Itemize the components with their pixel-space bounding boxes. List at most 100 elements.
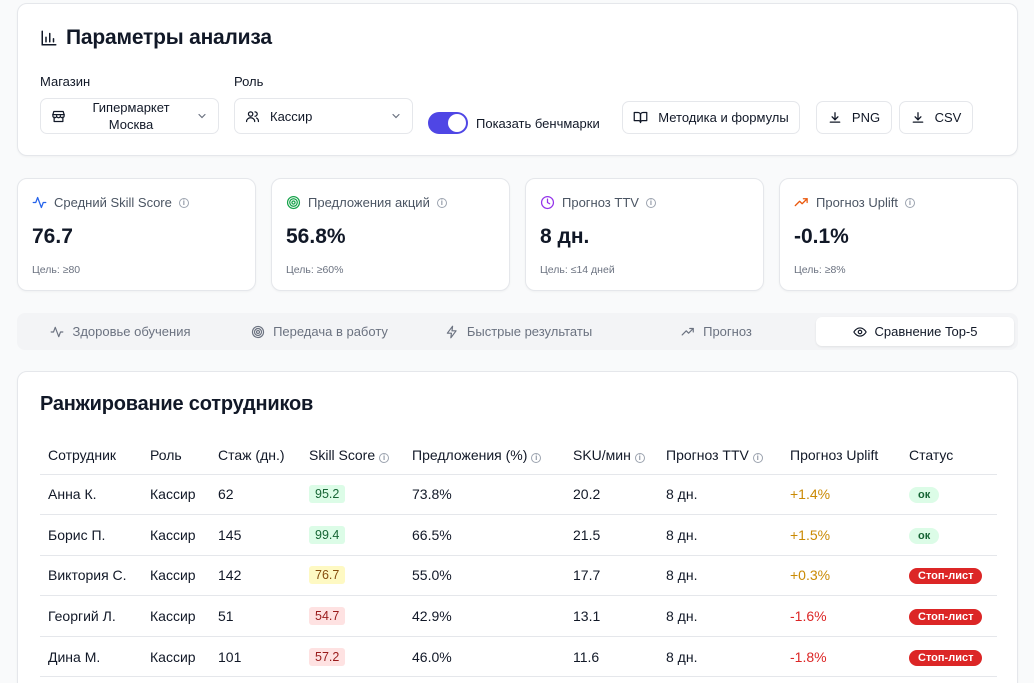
tab-label: Прогноз bbox=[703, 324, 752, 339]
kpi-card-uplift-forecast: Прогноз Uplift i -0.1% Цель: ≥8% bbox=[779, 178, 1018, 291]
ttv-forecast-cell: 8 дн. bbox=[658, 514, 782, 556]
params-title: Параметры анализа bbox=[66, 26, 272, 49]
status-cell: Стоп-лист bbox=[901, 636, 997, 678]
role-cell: Кассир bbox=[142, 514, 210, 556]
ranking-title: Ранжирование сотрудников bbox=[40, 393, 314, 415]
csv-export-button[interactable]: CSV bbox=[899, 101, 973, 134]
kpi-label: Средний Skill Score bbox=[54, 195, 172, 210]
table-row[interactable]: Анна К. Кассир 62 95.2 73.8% 20.2 8 дн. +1.4% ок bbox=[40, 474, 997, 516]
skill-score-cell: 99.4 bbox=[301, 514, 404, 556]
status-badge: Стоп-лист bbox=[909, 568, 983, 585]
status-cell: ок bbox=[901, 474, 997, 516]
column-header[interactable]: Skill Score i bbox=[301, 436, 404, 475]
tab-handover[interactable]: Передача в работу bbox=[220, 317, 419, 346]
tenure-cell: 62 bbox=[210, 474, 301, 516]
employee-name-cell: Виктория С. bbox=[40, 555, 142, 597]
column-header[interactable]: Сотрудник bbox=[40, 436, 142, 475]
column-header[interactable]: Прогноз TTV i bbox=[658, 436, 782, 475]
zap-icon bbox=[445, 325, 459, 339]
info-icon[interactable]: i bbox=[531, 452, 542, 463]
png-button-label: PNG bbox=[851, 110, 881, 125]
role-select[interactable]: Кассир bbox=[234, 98, 413, 134]
tab-label: Быстрые результаты bbox=[466, 324, 593, 339]
store-label: Магазин bbox=[40, 74, 91, 89]
ttv-forecast-cell: 8 дн. bbox=[658, 474, 782, 516]
kpi-target: Цель: ≥8% bbox=[794, 264, 846, 276]
role-cell: Кассир bbox=[142, 474, 210, 516]
sku-per-min-cell: 20.2 bbox=[565, 474, 658, 516]
column-header[interactable]: Предложения (%) i bbox=[404, 436, 565, 475]
status-cell: Стоп-лист bbox=[901, 555, 997, 597]
skill-score-chip: 99.4 bbox=[309, 525, 346, 544]
download-icon bbox=[828, 111, 842, 125]
skill-score-chip: 57.2 bbox=[309, 647, 346, 666]
uplift-forecast-cell: -1.8% bbox=[782, 636, 901, 678]
tab-forecast[interactable]: Прогноз bbox=[618, 317, 815, 346]
ttv-forecast-cell: 8 дн. bbox=[658, 555, 782, 597]
status-cell: Стоп-лист bbox=[901, 595, 997, 637]
ranking-table: Сотрудник Роль Стаж (дн.) Skill Score i … bbox=[40, 436, 997, 678]
users-icon bbox=[245, 109, 260, 124]
table-row[interactable]: Виктория С. Кассир 142 76.7 55.0% 17.7 8 дн. +0… bbox=[40, 555, 997, 597]
column-header[interactable]: SKU/мин i bbox=[565, 436, 658, 475]
status-cell: ок bbox=[901, 514, 997, 556]
table-row[interactable]: Георгий Л. Кассир 51 54.7 42.9% 13.1 8 дн. -1.6… bbox=[40, 595, 997, 637]
methodology-button[interactable]: Методика и формулы bbox=[622, 101, 800, 134]
info-icon[interactable]: i bbox=[436, 197, 447, 208]
column-header[interactable]: Роль bbox=[142, 436, 210, 475]
status-badge: Стоп-лист bbox=[909, 609, 983, 626]
info-icon[interactable]: i bbox=[752, 452, 763, 463]
info-icon[interactable]: i bbox=[178, 197, 189, 208]
tenure-cell: 51 bbox=[210, 595, 301, 637]
role-cell: Кассир bbox=[142, 636, 210, 678]
book-open-icon bbox=[633, 110, 648, 125]
employee-ranking-card: Ранжирование сотрудников Сотрудник Роль … bbox=[17, 371, 1018, 683]
info-icon[interactable]: i bbox=[905, 197, 915, 208]
role-select-value: Кассир bbox=[270, 108, 313, 124]
sku-per-min-cell: 13.1 bbox=[565, 595, 658, 637]
tab-label: Передача в работу bbox=[273, 324, 388, 339]
params-header: Параметры анализа bbox=[40, 26, 272, 50]
column-header[interactable]: Стаж (дн.) bbox=[210, 436, 301, 475]
info-icon[interactable]: i bbox=[645, 197, 656, 208]
employee-name-cell: Борис П. bbox=[40, 514, 142, 556]
tab-quick-results[interactable]: Быстрые результаты bbox=[419, 317, 618, 346]
offers-cell: 73.8% bbox=[404, 474, 565, 516]
info-icon[interactable]: i bbox=[634, 452, 645, 463]
tenure-cell: 145 bbox=[210, 514, 301, 556]
trending-up-icon bbox=[681, 325, 695, 339]
png-export-button[interactable]: PNG bbox=[816, 101, 892, 134]
benchmarks-toggle-group: Показать бенчмарки bbox=[428, 112, 600, 134]
kpi-card-promo-offers: Предложения акций i 56.8% Цель: ≥60% bbox=[271, 178, 510, 291]
skill-score-cell: 57.2 bbox=[301, 636, 404, 678]
target-icon bbox=[251, 325, 265, 339]
store-select[interactable]: Гипермаркет Москва bbox=[40, 98, 219, 134]
skill-score-chip: 76.7 bbox=[309, 566, 346, 585]
bar-chart-icon bbox=[40, 29, 58, 47]
employee-name-cell: Анна К. bbox=[40, 474, 142, 516]
skill-score-chip: 95.2 bbox=[309, 485, 346, 504]
skill-score-cell: 54.7 bbox=[301, 595, 404, 637]
tab-top5-comparison[interactable]: Сравнение Top-5 bbox=[816, 317, 1014, 346]
tab-learning-health[interactable]: Здоровье обучения bbox=[21, 317, 220, 346]
kpi-value: 8 дн. bbox=[540, 225, 590, 248]
column-header[interactable]: Статус bbox=[901, 436, 997, 475]
store-icon bbox=[51, 109, 66, 124]
csv-button-label: CSV bbox=[934, 110, 962, 125]
kpi-value: 76.7 bbox=[32, 225, 73, 248]
activity-icon bbox=[32, 195, 47, 210]
column-header[interactable]: Прогноз Uplift bbox=[782, 436, 901, 475]
role-cell: Кассир bbox=[142, 595, 210, 637]
kpi-target: Цель: ≤14 дней bbox=[540, 264, 615, 276]
methodology-button-label: Методика и формулы bbox=[658, 110, 789, 125]
table-row[interactable]: Дина М. Кассир 101 57.2 46.0% 11.6 8 дн. -1.8% С… bbox=[40, 636, 997, 678]
chevron-down-icon bbox=[196, 110, 208, 122]
chevron-down-icon bbox=[390, 110, 402, 122]
uplift-forecast-cell: +1.4% bbox=[782, 474, 901, 516]
ranking-table-body: Анна К. Кассир 62 95.2 73.8% 20.2 8 дн. +1.4% ок… bbox=[40, 474, 997, 678]
info-icon[interactable]: i bbox=[379, 452, 390, 463]
table-row[interactable]: Борис П. Кассир 145 99.4 66.5% 21.5 8 дн. +1.5%… bbox=[40, 514, 997, 556]
kpi-card-skill-score: Средний Skill Score i 76.7 Цель: ≥80 bbox=[17, 178, 256, 291]
benchmarks-toggle[interactable] bbox=[428, 112, 468, 134]
status-badge: ок bbox=[909, 527, 940, 544]
